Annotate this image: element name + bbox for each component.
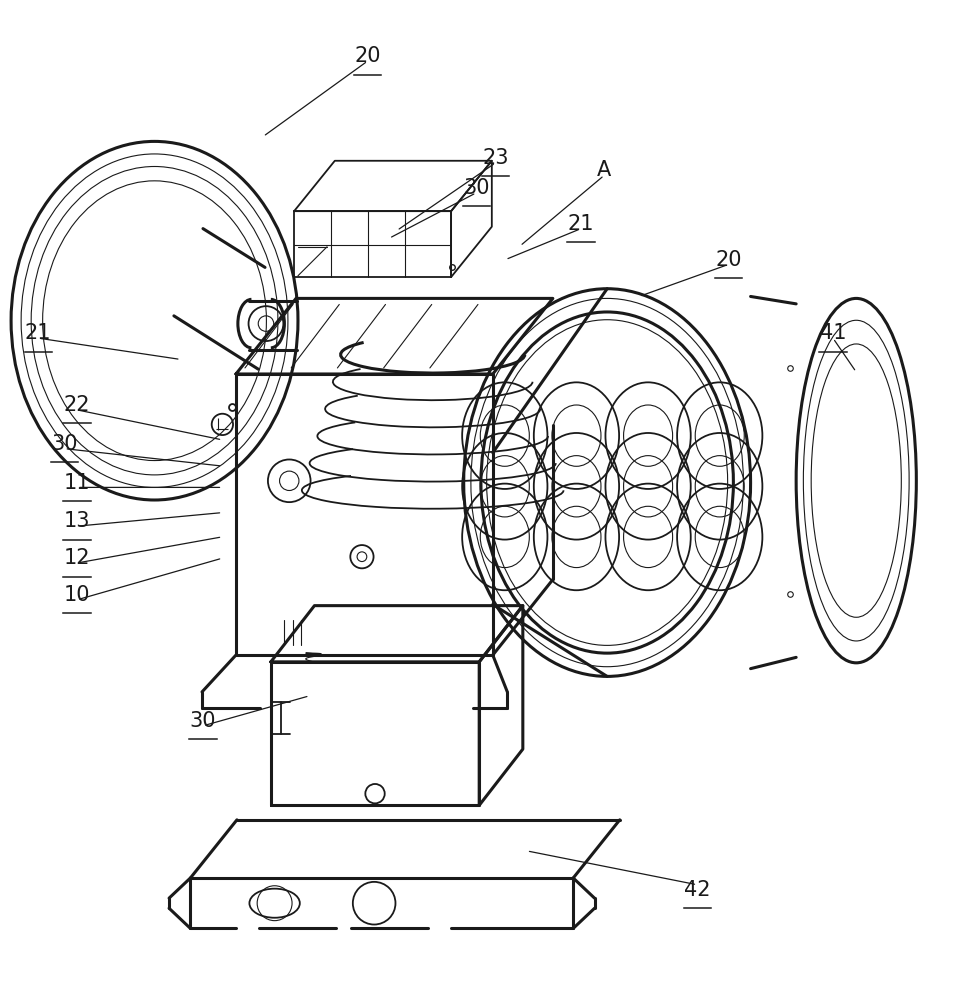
Text: 23: 23 [482,148,509,168]
Text: 30: 30 [463,178,490,198]
Text: 11: 11 [64,473,90,493]
Text: 30: 30 [190,711,216,731]
Text: 21: 21 [568,214,594,234]
Text: 20: 20 [355,46,381,66]
Text: A: A [597,160,611,180]
Text: 42: 42 [684,880,711,900]
Text: 20: 20 [715,250,742,270]
Text: 30: 30 [52,434,78,454]
Text: 10: 10 [64,585,90,605]
Text: 22: 22 [64,395,90,415]
Text: 12: 12 [64,548,90,568]
Text: 21: 21 [25,323,52,343]
Text: 13: 13 [64,511,90,531]
Text: 41: 41 [819,323,847,343]
